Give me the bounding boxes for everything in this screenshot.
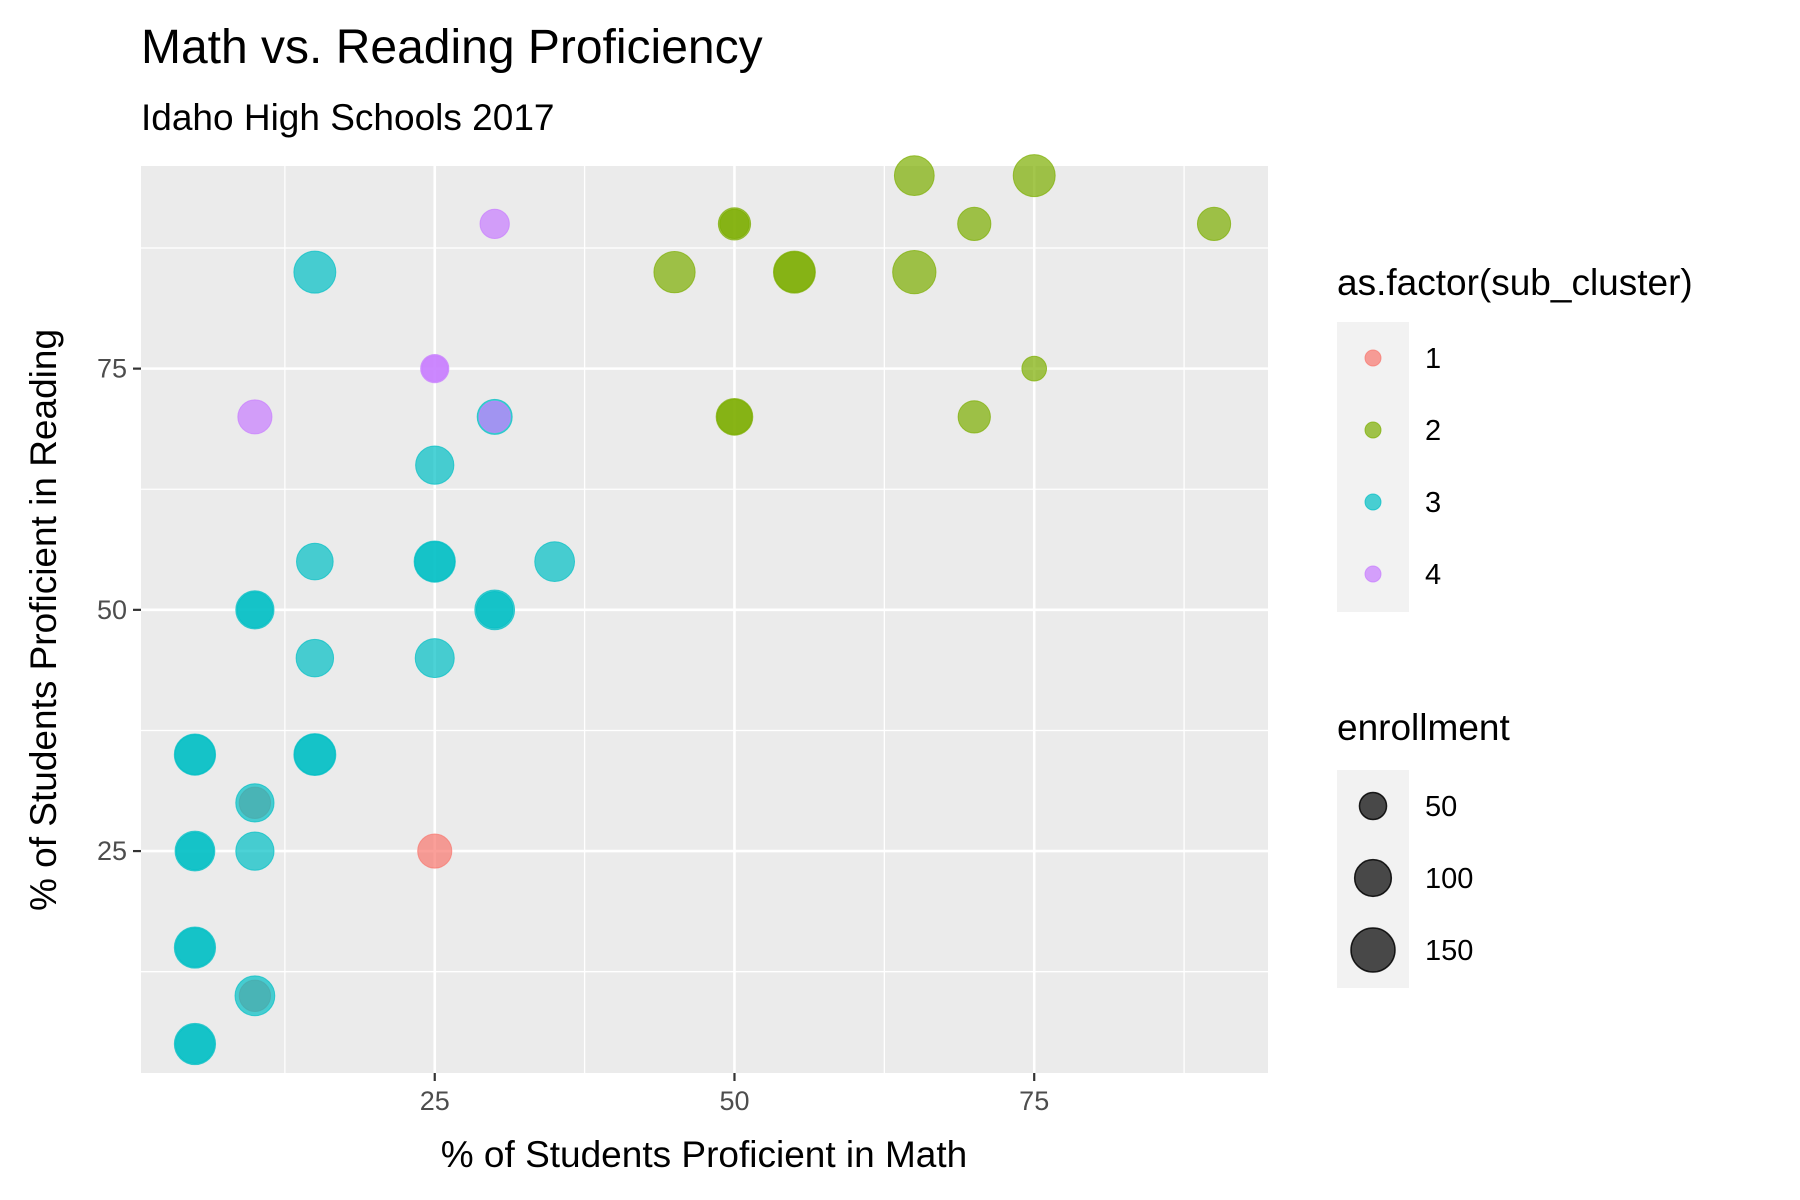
plot-panel [141, 166, 1268, 1073]
data-point [716, 398, 753, 435]
minor-gridlines [141, 166, 1268, 1073]
y-tick-label: 25 [97, 836, 127, 866]
color-legend-title: as.factor(sub_cluster) [1337, 262, 1693, 303]
color-legend-key [1364, 493, 1382, 511]
x-tick-label: 50 [719, 1086, 749, 1116]
data-point [957, 400, 991, 434]
data-point [892, 249, 937, 295]
chart-title: Math vs. Reading Proficiency [141, 21, 763, 74]
data-point [653, 251, 696, 294]
data-point [773, 251, 816, 293]
data-point [1012, 154, 1056, 198]
color-legend-key [1364, 421, 1382, 439]
size-legend-key [1358, 791, 1388, 821]
data-point [236, 591, 274, 629]
data-point [534, 541, 576, 582]
data-point [1021, 355, 1048, 382]
color-legend-label: 4 [1425, 559, 1441, 591]
data-point [957, 206, 992, 241]
data-point [421, 355, 449, 383]
data-point [237, 399, 273, 435]
size-legend-label: 100 [1425, 863, 1473, 895]
x-tick-label: 75 [1019, 1086, 1049, 1116]
data-point [235, 831, 275, 871]
data-point [893, 155, 935, 197]
color-legend-label: 1 [1425, 343, 1441, 375]
data-point [174, 734, 216, 775]
major-gridlines [141, 166, 1268, 1073]
data-point [478, 400, 511, 434]
color-legend-label: 3 [1425, 487, 1441, 519]
data-point [174, 927, 215, 968]
y-axis-label: % of Students Proficient in Reading [23, 329, 64, 911]
data-point [1196, 206, 1232, 241]
data-point [174, 1024, 215, 1065]
color-legend-key [1364, 565, 1382, 583]
x-axis-label: % of Students Proficient in Math [441, 1134, 968, 1175]
size-legend-key [1350, 927, 1396, 973]
chart-subtitle: Idaho High Schools 2017 [141, 97, 554, 138]
y-tick-label: 75 [97, 354, 127, 384]
size-legend-title: enrollment [1337, 707, 1510, 748]
x-axis: 25 50 75 [420, 1073, 1049, 1116]
size-legend-key [1353, 858, 1393, 898]
data-point [294, 733, 336, 776]
data-point [414, 638, 455, 679]
data-point [234, 975, 276, 1017]
y-tick-label: 50 [97, 595, 127, 625]
data-point [475, 591, 514, 629]
data-point [415, 445, 455, 485]
color-legend-label: 2 [1425, 415, 1441, 447]
color-legend-key [1364, 349, 1382, 367]
y-axis: 25 50 75 [97, 354, 141, 866]
data-point [293, 250, 337, 294]
color-legend: 1 2 3 4 [1337, 322, 1441, 612]
size-legend-label: 50 [1425, 791, 1457, 823]
data-point [479, 208, 510, 240]
x-tick-label: 25 [420, 1086, 450, 1116]
data-point [414, 541, 456, 582]
size-legend-label: 150 [1425, 935, 1473, 967]
data-point [296, 542, 334, 581]
data-point [295, 638, 335, 678]
data-points [173, 154, 1232, 1066]
data-point [235, 783, 275, 823]
size-legend: 50 100 150 [1337, 770, 1473, 988]
data-point [175, 831, 215, 871]
data-point [417, 833, 453, 869]
data-point [719, 208, 750, 240]
color-legend-key-background [1337, 322, 1409, 612]
